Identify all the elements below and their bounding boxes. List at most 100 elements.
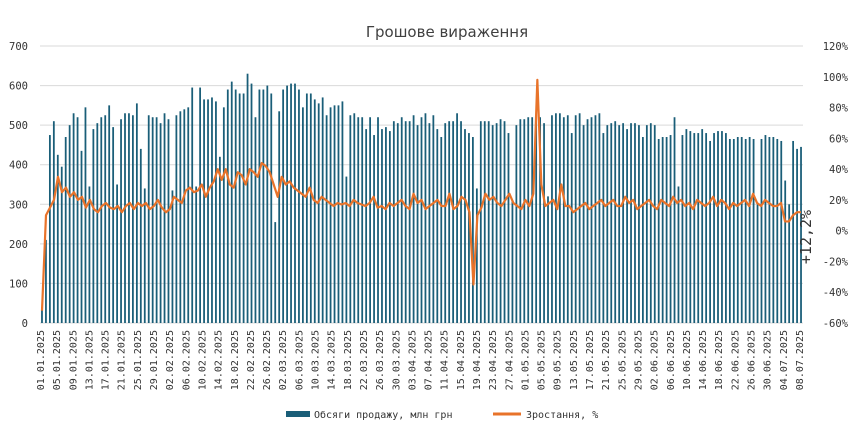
x-tick-label: 18.03.2025	[343, 330, 354, 390]
bar	[246, 73, 249, 323]
bar	[266, 85, 269, 323]
x-tick-label: 08.07.2025	[795, 330, 806, 390]
bar	[337, 105, 340, 323]
bar	[112, 127, 115, 324]
bar	[230, 81, 233, 323]
x-tick-label: 01.05.2025	[520, 330, 531, 390]
bar	[630, 123, 632, 323]
x-tick-label: 02.02.2025	[165, 330, 176, 390]
bar	[713, 133, 715, 323]
bar	[294, 83, 296, 323]
bar	[456, 113, 458, 324]
bar	[661, 137, 664, 323]
x-tick-label: 06.03.2025	[294, 330, 305, 390]
bar	[558, 113, 561, 324]
bar	[764, 135, 767, 323]
bar	[728, 138, 731, 323]
bar	[428, 123, 431, 323]
x-tick-label: 14.06.2025	[698, 330, 709, 390]
x-tick-label: 26.03.2025	[375, 330, 386, 390]
x-tick-label: 30.03.2025	[391, 330, 402, 390]
y-right-tick-label: 80%	[829, 103, 849, 115]
bar	[519, 119, 522, 324]
bar	[215, 101, 217, 324]
bar	[104, 115, 107, 323]
growth-line	[40, 78, 801, 311]
y-left-tick-label: 100	[9, 278, 28, 290]
bar	[139, 148, 142, 323]
bar	[780, 140, 783, 323]
bar	[298, 89, 300, 323]
x-tick-label: 19.04.2025	[472, 330, 483, 390]
bar	[511, 200, 514, 323]
bar	[626, 129, 628, 323]
y-right-tick-label: 0%	[835, 226, 848, 238]
bar	[302, 107, 304, 323]
bar	[574, 115, 577, 323]
bar	[400, 117, 403, 323]
bar	[464, 129, 466, 323]
bar	[242, 93, 245, 324]
bar	[392, 121, 395, 323]
bar	[555, 113, 557, 324]
x-tick-label: 01.01.2025	[36, 330, 47, 390]
y-left-tick-label: 200	[9, 239, 28, 251]
y-right-tick-label: -20%	[823, 256, 849, 268]
bar	[669, 135, 672, 323]
x-tick-label: 22.06.2025	[730, 330, 741, 390]
bar	[171, 190, 174, 323]
bar	[365, 129, 368, 323]
bar	[132, 115, 134, 323]
bar	[507, 133, 510, 323]
bar	[45, 239, 47, 323]
bar	[543, 123, 545, 323]
bar	[523, 119, 526, 324]
bar	[305, 93, 308, 324]
bar	[290, 83, 292, 323]
bar	[634, 123, 636, 323]
x-tick-label: 10.03.2025	[311, 330, 322, 390]
bar	[721, 131, 723, 323]
bar	[218, 156, 221, 323]
bar	[408, 121, 411, 323]
chart-title: Грошове вираження	[366, 23, 528, 41]
bar	[80, 150, 83, 323]
bar	[56, 154, 59, 323]
x-tick-label: 04.07.2025	[779, 330, 790, 390]
bar	[483, 121, 486, 323]
bar	[199, 87, 201, 323]
bar	[594, 115, 597, 323]
bar	[788, 204, 791, 323]
bar	[693, 133, 696, 323]
x-tick-label: 05.05.2025	[537, 330, 548, 390]
bar	[527, 117, 530, 323]
x-tick-label: 02.06.2025	[650, 330, 661, 390]
bar	[163, 113, 166, 324]
bar	[48, 135, 51, 323]
y-right-tick-label: 40%	[829, 164, 849, 176]
bar	[444, 123, 447, 323]
y-right-tick-label: -60%	[823, 318, 849, 330]
bar	[499, 119, 502, 324]
y-right-tick-label: -40%	[823, 287, 849, 299]
bar	[52, 121, 55, 323]
bar	[329, 107, 332, 323]
bar	[345, 176, 348, 323]
bar	[468, 133, 470, 323]
x-tick-label: 15.04.2025	[456, 330, 467, 390]
y-left-tick-label: 300	[9, 199, 28, 211]
bar	[744, 138, 747, 323]
bar	[800, 146, 802, 323]
bar	[341, 101, 344, 324]
bar	[222, 107, 225, 323]
x-tick-label: 23.04.2025	[488, 330, 499, 390]
x-tick-label: 25.01.2025	[133, 330, 144, 390]
bar	[88, 186, 91, 323]
bar	[460, 121, 462, 323]
y-left-tick-label: 700	[9, 41, 28, 53]
bar	[784, 180, 787, 323]
bar	[448, 121, 451, 323]
x-tick-label: 26.02.2025	[262, 330, 273, 390]
bar	[606, 125, 609, 323]
